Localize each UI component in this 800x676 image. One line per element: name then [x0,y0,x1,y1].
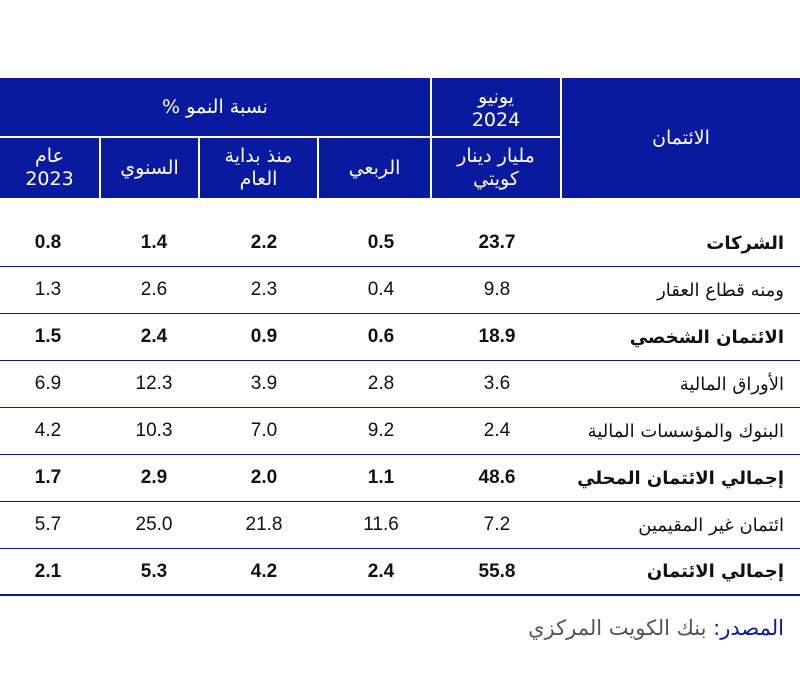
cell-year-2023: 6.9 [34,373,62,394]
cell-year-2023: 2.1 [34,560,62,582]
cell-ytd: 2.3 [250,279,278,300]
cell-quarterly: 2.8 [367,373,395,394]
row-label: إجمالي الائتمان المحلي [577,467,784,489]
table-row: الأوراق المالية 3.6 2.8 3.9 12.3 6.9 [0,361,800,408]
row-label: الشركات [706,232,784,254]
cell-ytd: 7.0 [250,420,278,441]
cell-june-2024: 2.4 [483,420,511,441]
cell-year-2023: 0.8 [34,232,62,253]
table-row: الائتمان الشخصي 18.9 0.6 0.9 2.4 1.5 [0,314,800,361]
cell-year-2023: 5.7 [34,514,62,535]
header-credit: الائتمان [652,126,710,149]
cell-year-2023: 4.2 [34,420,62,441]
table-row: ومنه قطاع العقار 9.8 0.4 2.3 2.6 1.3 [0,267,800,314]
header-quarterly: الربعي [348,156,401,179]
cell-june-2024: 23.7 [478,232,516,253]
cell-quarterly: 0.4 [367,279,395,300]
cell-june-2024: 7.2 [483,514,511,535]
cell-ytd: 21.8 [245,514,283,535]
cell-year-2023: 1.7 [34,467,62,488]
header-year-2023: عام 2023 [25,145,74,190]
cell-annual: 2.9 [140,467,168,488]
source-label: المصدر: [713,616,784,640]
cell-june-2024: 18.9 [478,326,516,347]
cell-year-2023: 1.5 [34,326,62,347]
header-divider [99,136,101,198]
cell-june-2024: 9.8 [483,279,511,300]
cell-june-2024: 55.8 [478,560,516,582]
table-row: إجمالي الائتمان 55.8 2.4 4.2 5.3 2.1 [0,549,800,596]
cell-annual: 1.4 [140,232,168,253]
table-row: الشركات 23.7 0.5 2.2 1.4 0.8 [0,220,800,267]
header-unit: مليار دينار كويتي [457,145,535,190]
cell-ytd: 4.2 [250,560,278,582]
table-header: الائتمان يونيو 2024 مليار دينار كويتي نس… [0,78,800,198]
cell-annual: 10.3 [135,420,173,441]
header-growth-rate: نسبة النمو % [162,95,268,118]
header-divider [430,78,432,198]
row-label: إجمالي الائتمان [646,561,784,582]
row-label: البنوك والمؤسسات المالية [587,420,784,442]
cell-june-2024: 48.6 [478,467,516,488]
cell-year-2023: 1.3 [34,279,62,300]
cell-annual: 2.6 [140,279,168,300]
cell-annual: 5.3 [140,560,168,582]
table-row: ائتمان غير المقيمين 7.2 11.6 21.8 25.0 5… [0,502,800,549]
cell-quarterly: 1.1 [367,467,395,488]
cell-quarterly: 0.5 [367,232,395,253]
cell-quarterly: 9.2 [367,420,395,441]
cell-annual: 2.4 [140,326,168,347]
header-divider [0,136,562,138]
cell-june-2024: 3.6 [483,373,511,394]
row-label: ائتمان غير المقيمين [638,514,784,536]
header-divider [317,136,319,198]
cell-annual: 25.0 [135,514,173,535]
cell-quarterly: 2.4 [367,560,395,582]
cell-ytd: 2.0 [250,467,278,488]
header-annual: السنوي [120,156,179,179]
table-row: إجمالي الائتمان المحلي 48.6 1.1 2.0 2.9 … [0,455,800,502]
row-label: ومنه قطاع العقار [657,279,784,301]
header-june-2024: يونيو 2024 [471,86,521,131]
row-label: الائتمان الشخصي [629,326,784,348]
header-divider [560,78,562,198]
cell-quarterly: 0.6 [367,326,395,347]
table-row: البنوك والمؤسسات المالية 2.4 9.2 7.0 10.… [0,408,800,455]
header-divider [198,136,200,198]
source-text: بنك الكويت المركزي [528,616,707,640]
cell-ytd: 3.9 [250,373,278,394]
source-note: المصدر: بنك الكويت المركزي [528,616,784,640]
cell-annual: 12.3 [135,373,173,394]
cell-ytd: 2.2 [250,232,278,253]
row-label: الأوراق المالية [679,373,784,395]
header-ytd: منذ بداية العام [224,145,293,190]
cell-ytd: 0.9 [250,326,278,347]
cell-quarterly: 11.6 [363,514,399,535]
